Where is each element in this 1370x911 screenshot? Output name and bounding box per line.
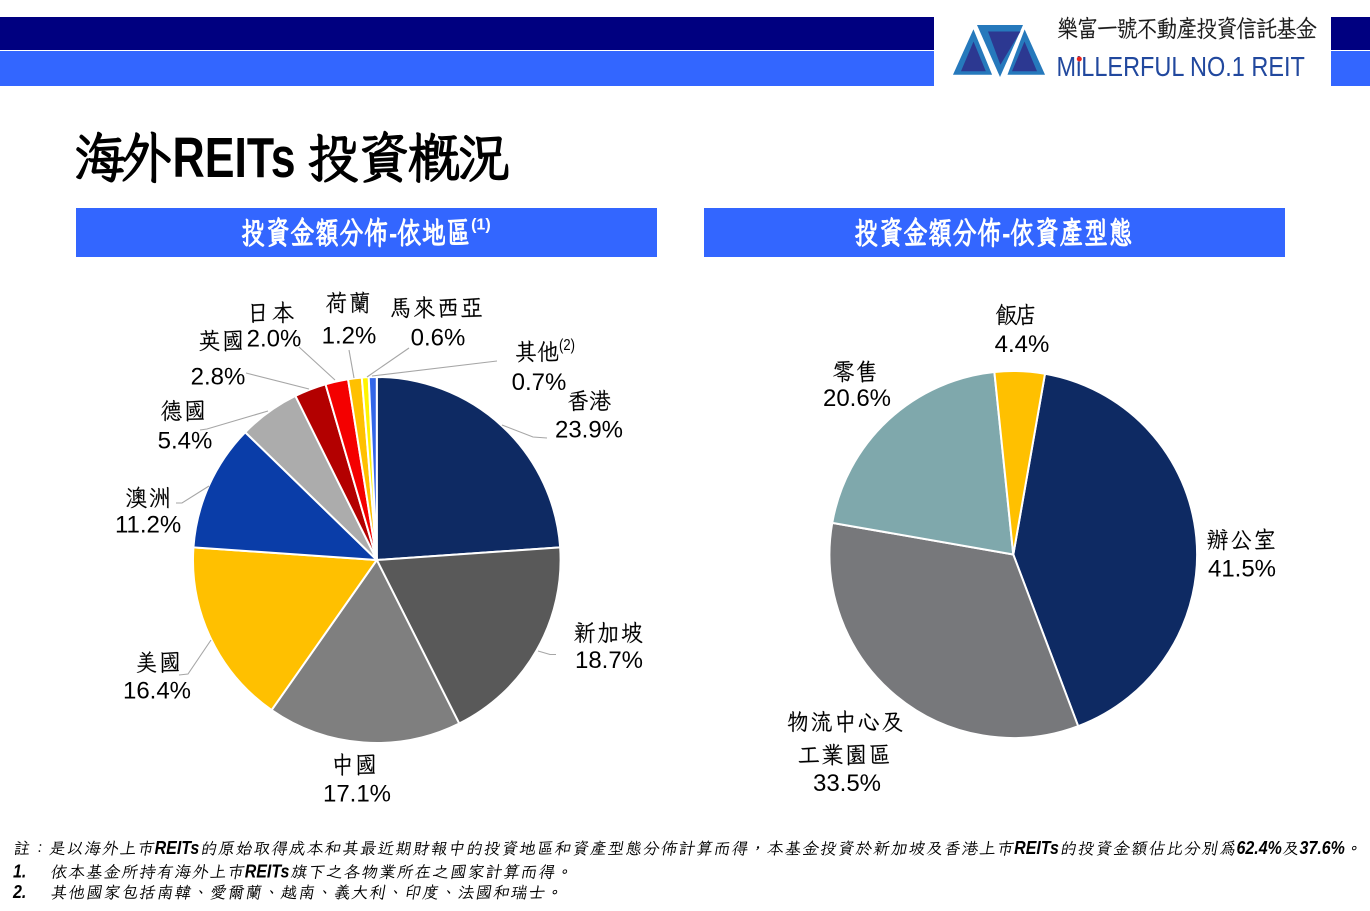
svg-text:11.2%: 11.2% bbox=[115, 512, 181, 539]
svg-text:62.4%: 62.4% bbox=[1236, 837, 1281, 859]
svg-text:1.2%: 1.2% bbox=[322, 323, 377, 350]
svg-text:2.0%: 2.0% bbox=[247, 326, 302, 353]
svg-text:33.5%: 33.5% bbox=[813, 770, 881, 797]
svg-text:REITs: REITs bbox=[155, 837, 200, 859]
svg-text:MiLLERFUL NO.1 REIT: MiLLERFUL NO.1 REIT bbox=[1057, 52, 1306, 82]
svg-text:1.: 1. bbox=[13, 860, 26, 882]
svg-text:2.: 2. bbox=[12, 881, 26, 903]
svg-text:20.6%: 20.6% bbox=[823, 385, 891, 412]
svg-text:-: - bbox=[389, 216, 397, 250]
svg-text:23.9%: 23.9% bbox=[555, 417, 623, 444]
svg-text:16.4%: 16.4% bbox=[123, 678, 191, 705]
svg-text:17.1%: 17.1% bbox=[323, 781, 391, 808]
svg-text:18.7%: 18.7% bbox=[575, 647, 643, 674]
svg-text:5.4%: 5.4% bbox=[158, 428, 213, 455]
svg-text:REITs: REITs bbox=[1014, 837, 1059, 859]
svg-text:2.8%: 2.8% bbox=[191, 364, 246, 391]
svg-text:37.6%: 37.6% bbox=[1300, 837, 1345, 859]
svg-text:0.7%: 0.7% bbox=[512, 369, 567, 396]
svg-text:-: - bbox=[1002, 216, 1010, 250]
svg-text:(1): (1) bbox=[471, 217, 491, 234]
svg-text:(2): (2) bbox=[559, 337, 575, 354]
svg-text:REITs: REITs bbox=[173, 126, 296, 189]
svg-text:41.5%: 41.5% bbox=[1208, 556, 1276, 583]
svg-text:0.6%: 0.6% bbox=[411, 325, 466, 352]
svg-text:REITs: REITs bbox=[245, 860, 290, 882]
svg-text:4.4%: 4.4% bbox=[995, 331, 1050, 358]
